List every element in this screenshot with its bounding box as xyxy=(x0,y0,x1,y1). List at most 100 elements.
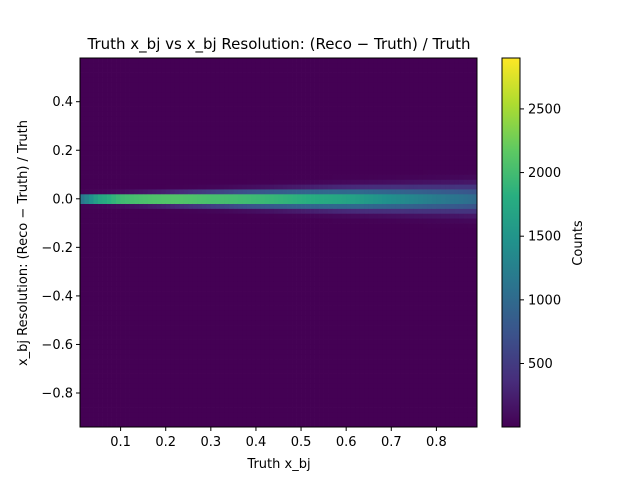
heatmap-cell xyxy=(337,412,343,418)
heatmap-cell xyxy=(242,334,248,340)
heatmap-cell xyxy=(197,266,203,272)
heatmap-cell xyxy=(197,116,203,122)
heatmap-cell xyxy=(364,223,370,229)
heatmap-cell xyxy=(174,412,180,418)
heatmap-cell xyxy=(314,193,320,200)
heatmap-cell xyxy=(346,402,352,408)
heatmap-cell xyxy=(102,67,108,73)
heatmap-cell xyxy=(287,276,293,282)
heatmap-cell xyxy=(337,276,343,282)
heatmap-cell xyxy=(84,334,90,340)
heatmap-cell xyxy=(80,281,85,287)
heatmap-cell xyxy=(152,227,158,234)
heatmap-cell xyxy=(165,77,171,83)
heatmap-cell xyxy=(224,96,230,103)
heatmap-cell xyxy=(179,223,185,229)
heatmap-cell xyxy=(264,310,270,316)
heatmap-cell xyxy=(264,72,270,78)
heatmap-cell xyxy=(224,286,230,292)
heatmap-cell xyxy=(179,62,185,69)
heatmap-cell xyxy=(350,223,356,229)
heatmap-cell xyxy=(84,106,90,112)
heatmap-cell xyxy=(287,140,293,146)
heatmap-cell xyxy=(278,247,284,253)
heatmap-cell xyxy=(310,116,315,122)
heatmap-cell xyxy=(179,72,185,78)
heatmap-cell xyxy=(156,344,162,350)
heatmap-cell xyxy=(156,291,162,297)
heatmap-cell xyxy=(80,189,85,195)
heatmap-cell xyxy=(341,344,347,350)
heatmap-cell xyxy=(210,397,216,404)
heatmap-cell xyxy=(224,58,230,64)
heatmap-cell xyxy=(368,339,374,345)
heatmap-cell xyxy=(260,271,266,277)
heatmap-cell xyxy=(84,373,90,379)
heatmap-cell xyxy=(129,77,135,83)
heatmap-cell xyxy=(192,58,198,64)
heatmap-cell xyxy=(152,305,158,311)
heatmap-cell xyxy=(183,62,189,69)
heatmap-cell xyxy=(93,159,99,166)
heatmap-cell xyxy=(346,329,352,336)
heatmap-cell xyxy=(98,155,103,161)
heatmap-cell xyxy=(228,116,234,122)
heatmap-cell xyxy=(273,213,279,219)
heatmap-cell xyxy=(296,329,302,336)
heatmap-cell xyxy=(364,422,370,428)
heatmap-cell xyxy=(143,368,149,374)
heatmap-cell xyxy=(89,155,94,161)
heatmap-cell xyxy=(305,402,311,408)
heatmap-cell xyxy=(152,72,158,78)
heatmap-cell xyxy=(138,402,144,408)
heatmap-cell xyxy=(269,266,275,272)
heatmap-cell xyxy=(328,402,333,408)
heatmap-cell xyxy=(269,82,275,88)
heatmap-cell xyxy=(80,101,85,107)
heatmap-cell xyxy=(242,140,248,146)
heatmap-cell xyxy=(273,368,279,374)
heatmap-cell xyxy=(120,82,126,88)
heatmap-cell xyxy=(165,305,171,311)
heatmap-cell xyxy=(283,140,288,146)
heatmap-cell xyxy=(292,373,297,379)
heatmap-cell xyxy=(341,77,347,83)
heatmap-cell xyxy=(278,135,284,141)
heatmap-cell xyxy=(156,334,162,340)
heatmap-cell xyxy=(147,257,153,263)
heatmap-cells xyxy=(80,58,478,428)
heatmap-cell xyxy=(134,150,139,156)
heatmap-cell xyxy=(242,169,248,175)
heatmap-cell xyxy=(292,281,297,287)
heatmap-cell xyxy=(197,295,203,302)
heatmap-cell xyxy=(165,412,171,418)
heatmap-cell xyxy=(242,82,248,88)
heatmap-cell xyxy=(152,237,158,243)
heatmap-cell xyxy=(278,397,284,404)
heatmap-cell xyxy=(102,87,108,93)
heatmap-cell xyxy=(206,329,212,336)
heatmap-cell xyxy=(125,213,130,219)
heatmap-cell xyxy=(242,91,248,98)
heatmap-cell xyxy=(143,315,149,321)
heatmap-cell xyxy=(264,325,270,331)
heatmap-cell xyxy=(174,140,180,146)
heatmap-cell xyxy=(368,140,374,146)
heatmap-cell xyxy=(152,155,158,161)
heatmap-cell xyxy=(246,286,252,292)
heatmap-cell xyxy=(143,150,149,156)
heatmap-cell xyxy=(93,150,99,156)
heatmap-cell xyxy=(156,325,162,331)
heatmap-cell xyxy=(129,203,135,209)
heatmap-cell xyxy=(273,58,279,64)
heatmap-cell xyxy=(301,189,306,195)
heatmap-cell xyxy=(192,155,198,161)
heatmap-cell xyxy=(264,130,270,137)
heatmap-cell xyxy=(179,82,185,88)
heatmap-cell xyxy=(147,261,153,268)
heatmap-cell xyxy=(264,276,270,282)
heatmap-cell xyxy=(296,378,302,384)
heatmap-cell xyxy=(301,121,306,127)
heatmap-cell xyxy=(93,208,99,214)
heatmap-cell xyxy=(264,193,270,200)
